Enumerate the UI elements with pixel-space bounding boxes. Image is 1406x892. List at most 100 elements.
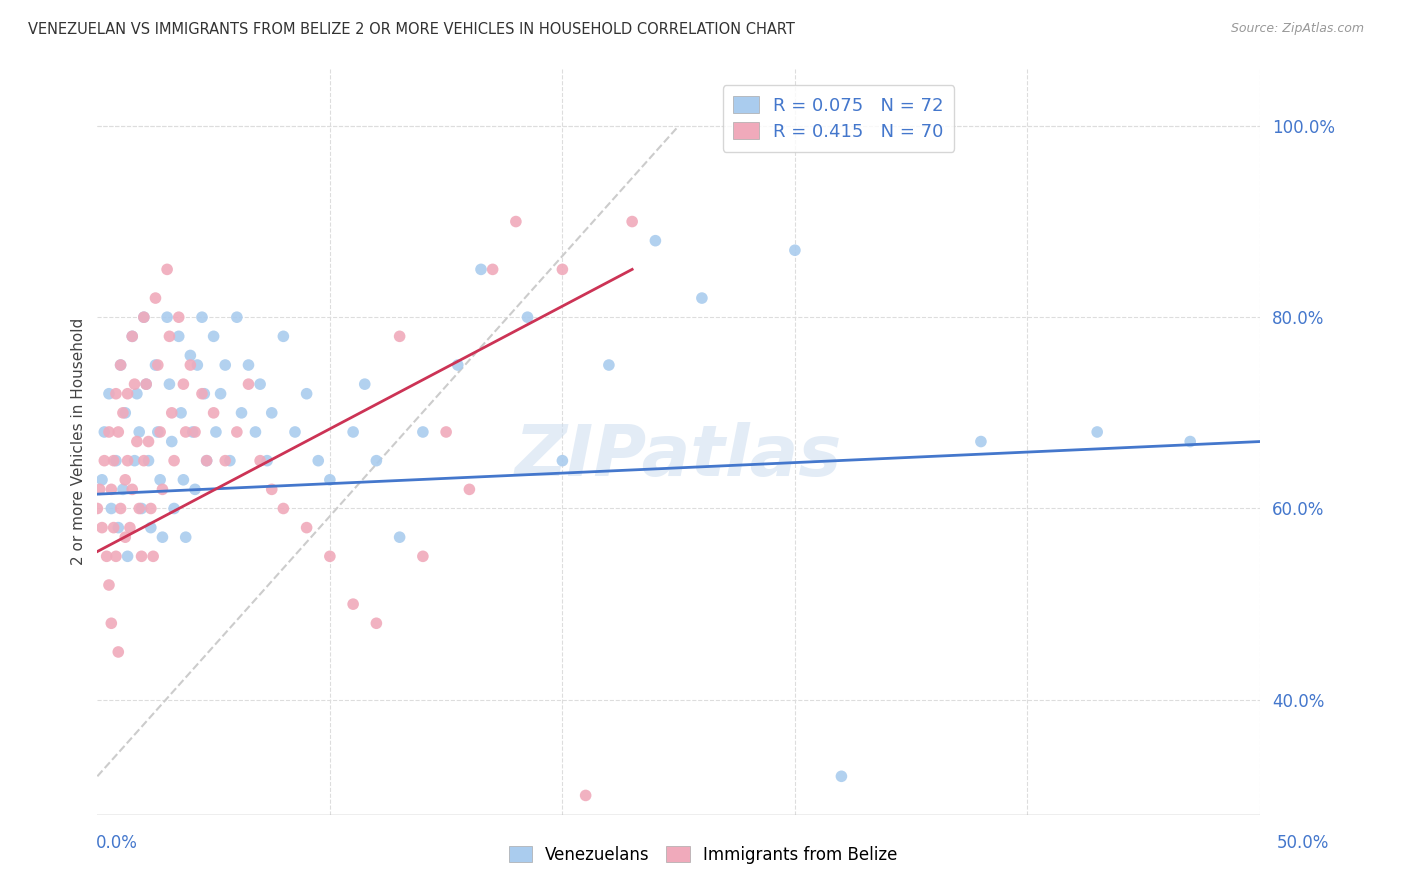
Point — [644, 234, 666, 248]
Point — [621, 214, 644, 228]
Point — [121, 329, 143, 343]
Point — [170, 406, 193, 420]
Point — [146, 358, 169, 372]
Point — [214, 453, 236, 467]
Point — [125, 434, 148, 449]
Point — [575, 789, 598, 803]
Point — [132, 310, 155, 325]
Point — [412, 549, 434, 564]
Point — [186, 358, 208, 372]
Point — [238, 358, 260, 372]
Point — [117, 549, 139, 564]
Point — [260, 406, 283, 420]
Point — [124, 377, 146, 392]
Point — [117, 386, 139, 401]
Point — [110, 358, 132, 372]
Point — [146, 425, 169, 439]
Point — [86, 501, 108, 516]
Point — [152, 530, 174, 544]
Point — [159, 377, 181, 392]
Point — [131, 549, 153, 564]
Point — [135, 377, 157, 392]
Point — [783, 244, 806, 258]
Point — [249, 377, 271, 392]
Point — [205, 425, 228, 439]
Point — [104, 386, 127, 401]
Point — [970, 434, 993, 449]
Point — [107, 521, 129, 535]
Point — [434, 425, 457, 439]
Point — [132, 310, 155, 325]
Point — [1085, 425, 1108, 439]
Point — [160, 406, 183, 420]
Point — [104, 549, 127, 564]
Point — [174, 530, 197, 544]
Point — [98, 386, 121, 401]
Point — [128, 501, 150, 516]
Point — [98, 425, 121, 439]
Point — [388, 530, 411, 544]
Point — [295, 386, 318, 401]
Point — [96, 549, 118, 564]
Point — [145, 358, 167, 372]
Point — [193, 386, 215, 401]
Point — [107, 645, 129, 659]
Text: ZIPatlas: ZIPatlas — [515, 422, 842, 491]
Point — [125, 386, 148, 401]
Point — [121, 329, 143, 343]
Point — [505, 214, 527, 228]
Point — [690, 291, 713, 305]
Point — [458, 483, 481, 497]
Text: Source: ZipAtlas.com: Source: ZipAtlas.com — [1230, 22, 1364, 36]
Point — [103, 453, 125, 467]
Y-axis label: 2 or more Vehicles in Household: 2 or more Vehicles in Household — [72, 318, 86, 566]
Point — [156, 262, 179, 277]
Point — [114, 530, 136, 544]
Point — [225, 425, 247, 439]
Point — [159, 329, 181, 343]
Point — [167, 310, 190, 325]
Point — [110, 501, 132, 516]
Point — [138, 453, 160, 467]
Point — [163, 501, 186, 516]
Point — [202, 406, 225, 420]
Point — [111, 406, 134, 420]
Point — [412, 425, 434, 439]
Point — [107, 425, 129, 439]
Point — [138, 434, 160, 449]
Point — [191, 310, 214, 325]
Point — [214, 358, 236, 372]
Point — [91, 473, 114, 487]
Point — [319, 473, 342, 487]
Point — [128, 425, 150, 439]
Point — [117, 453, 139, 467]
Point — [295, 521, 318, 535]
Point — [551, 453, 574, 467]
Point — [273, 501, 295, 516]
Point — [481, 262, 503, 277]
Point — [225, 310, 247, 325]
Point — [260, 483, 283, 497]
Point — [516, 310, 538, 325]
Point — [100, 616, 122, 631]
Point — [124, 453, 146, 467]
Point — [91, 521, 114, 535]
Point — [284, 425, 307, 439]
Point — [103, 521, 125, 535]
Point — [238, 377, 260, 392]
Point — [118, 521, 141, 535]
Point — [366, 453, 388, 467]
Point — [249, 453, 271, 467]
Point — [202, 329, 225, 343]
Point — [195, 453, 218, 467]
Point — [830, 769, 852, 783]
Point — [1180, 434, 1202, 449]
Point — [598, 358, 620, 372]
Point — [245, 425, 267, 439]
Point — [231, 406, 253, 420]
Legend: R = 0.075   N = 72, R = 0.415   N = 70: R = 0.075 N = 72, R = 0.415 N = 70 — [723, 85, 955, 152]
Point — [353, 377, 375, 392]
Point — [145, 291, 167, 305]
Point — [342, 425, 364, 439]
Point — [135, 377, 157, 392]
